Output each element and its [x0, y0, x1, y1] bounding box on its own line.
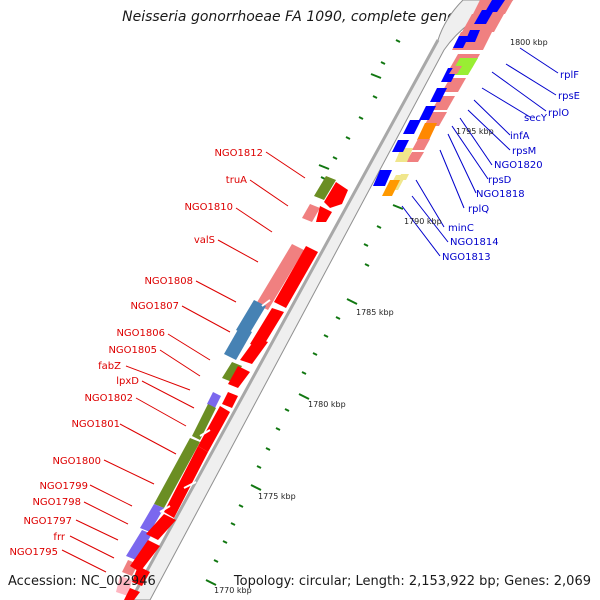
backbone-line	[129, 39, 440, 600]
gene-label-ngo1807: NGO1807	[130, 301, 179, 312]
gene-label-ngo1806: NGO1806	[116, 328, 165, 339]
gene-label-ngo1814: NGO1814	[450, 237, 499, 248]
gene-label-rpsd: rpsD	[488, 175, 512, 186]
gene-label-frr: frr	[53, 532, 65, 543]
scale-label: 1800 kbp	[510, 38, 548, 47]
gene-label-ngo1797: NGO1797	[23, 516, 72, 527]
gene-label-ngo1799: NGO1799	[39, 481, 88, 492]
gene-label-trua: truA	[226, 175, 247, 186]
scale-label: 1785 kbp	[356, 308, 394, 317]
scale-labels: 1770 kbp 1775 kbp 1780 kbp 1785 kbp 1790 kbp…	[214, 38, 548, 595]
gene-label-lpxd: lpxD	[116, 376, 139, 387]
scale-label: 1795 kbp	[456, 127, 494, 136]
gene-label-ngo1810: NGO1810	[184, 202, 233, 213]
gene-label-ngo1798: NGO1798	[32, 497, 81, 508]
gene-label-vals: valS	[194, 235, 215, 246]
scale-label: 1780 kbp	[308, 400, 346, 409]
gene-label-ngo1812: NGO1812	[214, 148, 263, 159]
left-gene-labels: NGO1812 truA NGO1810 valS NGO1808 NGO1807 NGO1…	[9, 148, 263, 558]
right-label-leaders	[401, 47, 559, 257]
reverse-strand-features	[116, 176, 348, 600]
gene-label-ngo1800: NGO1800	[52, 456, 101, 467]
scale-ticks	[205, 39, 404, 586]
gene-label-ngo1801: NGO1801	[71, 419, 120, 430]
gene-label-rplo: rplO	[548, 108, 569, 119]
gene-label-secy: secY	[524, 113, 548, 124]
gene-label-ngo1818: NGO1818	[476, 189, 525, 200]
gene-label-rplf: rplF	[560, 70, 579, 81]
scale-label: 1775 kbp	[258, 492, 296, 501]
forward-strand-features	[373, 0, 513, 196]
gene-label-ngo1820: NGO1820	[494, 160, 543, 171]
gene-label-infa: infA	[510, 131, 530, 142]
gene-label-fabz: fabZ	[98, 361, 121, 372]
map-title: Neisseria gonorrhoeae FA 1090, complete …	[122, 9, 478, 25]
gene-label-rplq: rplQ	[468, 204, 489, 215]
gene-label-ngo1813: NGO1813	[442, 252, 491, 263]
scale-label: 1790 kbp	[404, 217, 442, 226]
gene-label-rpsm: rpsM	[512, 146, 536, 157]
left-label-leaders	[61, 151, 306, 573]
gene-label-ngo1808: NGO1808	[144, 276, 193, 287]
gene-label-ngo1802: NGO1802	[84, 393, 133, 404]
scale-label: 1770 kbp	[214, 586, 252, 595]
topology-label: Topology: circular; Length: 2,153,922 bp…	[233, 574, 591, 589]
gene-label-ngo1795: NGO1795	[9, 547, 58, 558]
gene-label-rpse: rpsE	[558, 91, 580, 102]
accession-label: Accession: NC_002946	[8, 574, 156, 589]
gene-label-ngo1805: NGO1805	[108, 345, 157, 356]
gene-label-minc: minC	[448, 223, 474, 234]
